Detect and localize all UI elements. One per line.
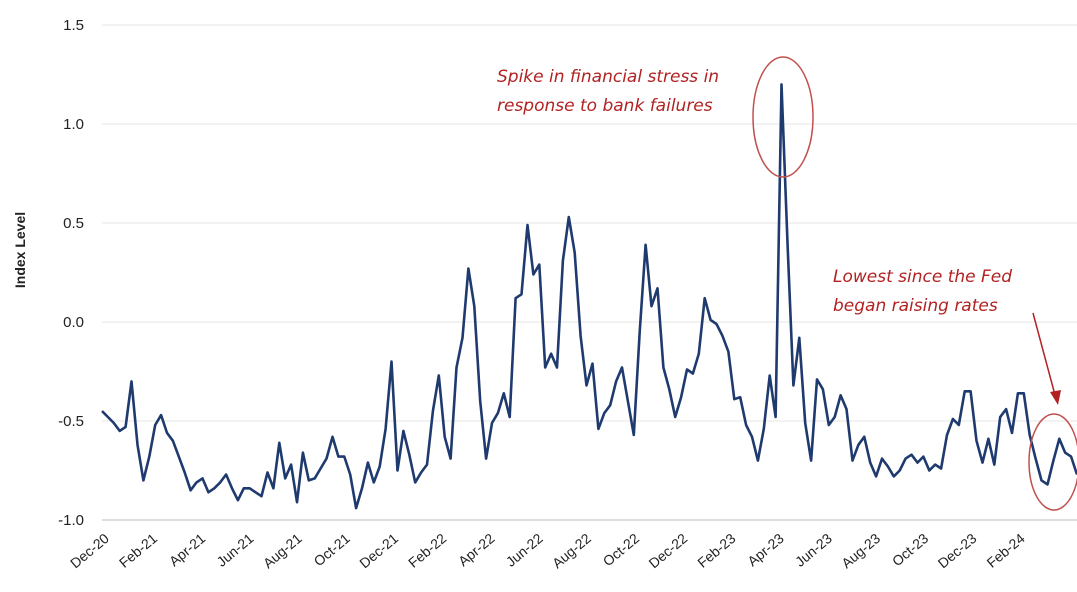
x-tick-label: Feb-22 — [405, 530, 449, 571]
spike-annotation-line-1: Spike in financial stress in — [497, 67, 719, 87]
y-tick-label: 1.5 — [63, 17, 84, 34]
x-tick-label: Jun-21 — [213, 530, 256, 570]
x-tick-label: Apr-22 — [455, 530, 498, 569]
x-tick-label: Feb-21 — [116, 530, 160, 571]
x-tick-label: Aug-23 — [838, 530, 883, 571]
y-axis-label: Index Level — [12, 212, 28, 288]
x-tick-label: Dec-20 — [67, 530, 112, 571]
x-tick-label: Apr-21 — [166, 530, 209, 569]
lowest-highlight-circle — [1028, 413, 1077, 511]
y-tick-label: -0.5 — [58, 413, 84, 430]
x-tick-label: Jun-23 — [792, 530, 835, 570]
x-tick-label: Apr-23 — [744, 530, 787, 569]
x-axis-ticks: Dec-20 Feb-21 Apr-21 Jun-21 Aug-21 Oct-21 Dec-… — [67, 530, 1028, 571]
x-tick-label: Dec-22 — [645, 530, 690, 571]
y-tick-label: 1.0 — [63, 116, 84, 133]
x-tick-label: Dec-23 — [935, 530, 980, 571]
x-tick-label: Aug-21 — [260, 530, 305, 571]
x-tick-label: Aug-22 — [549, 530, 594, 571]
x-tick-label: Oct-21 — [310, 530, 353, 569]
series-line — [101, 83, 1077, 510]
spike-annotation-line-2: response to bank failures — [497, 96, 713, 116]
y-tick-label: -1.0 — [58, 512, 84, 529]
lowest-annotation-line-1: Lowest since the Fed — [833, 267, 1012, 287]
x-tick-label: Dec-21 — [356, 530, 401, 571]
y-tick-label: 0.5 — [63, 215, 84, 232]
lowest-annotation-arrowhead — [1050, 390, 1061, 405]
lowest-annotation-arrow — [1032, 312, 1056, 396]
x-tick-label: Oct-23 — [889, 530, 932, 569]
x-tick-label: Feb-24 — [983, 530, 1027, 571]
x-tick-label: Jun-22 — [503, 530, 546, 570]
x-tick-label: Oct-22 — [600, 530, 643, 569]
x-tick-label: Feb-23 — [694, 530, 738, 571]
lowest-annotation-line-2: began raising rates — [833, 296, 998, 316]
y-axis-ticks: 1.5 1.0 0.5 0.0 -0.5 -1.0 — [58, 17, 84, 529]
y-tick-label: 0.0 — [63, 314, 84, 331]
spike-highlight-circle — [752, 56, 814, 178]
gridlines — [102, 24, 1077, 422]
